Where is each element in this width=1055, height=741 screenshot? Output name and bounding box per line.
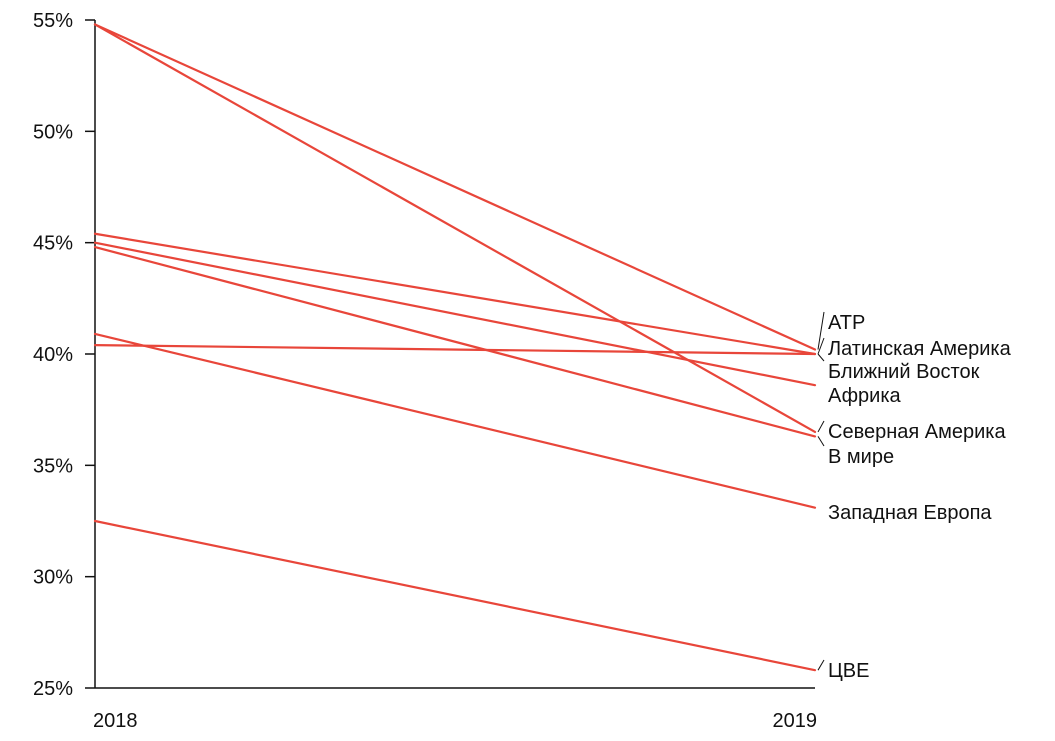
- y-tick-label: 55%: [33, 10, 73, 32]
- series-label: В мире: [828, 446, 894, 468]
- series-line: [93, 519, 817, 672]
- series-label: Латинская Америка: [828, 338, 1012, 360]
- y-tick-label: 40%: [33, 344, 73, 366]
- series-line: [93, 23, 817, 351]
- label-leader-line: [817, 353, 825, 362]
- series-line: [93, 23, 817, 434]
- series-line: [93, 246, 817, 438]
- y-tick-label: 25%: [33, 678, 73, 700]
- y-tick-label: 45%: [33, 233, 73, 255]
- series-line: [93, 241, 817, 387]
- series-label: Западная Европа: [828, 502, 992, 524]
- series-line: [93, 343, 817, 356]
- y-tick-label: 35%: [33, 455, 73, 477]
- series-label: ЦВЕ: [828, 660, 869, 682]
- series-line: [93, 332, 817, 509]
- label-leaders: [817, 311, 825, 671]
- label-leader-line: [817, 337, 825, 355]
- series-label: АТР: [828, 312, 865, 334]
- y-tick-label: 30%: [33, 567, 73, 589]
- series-label: Северная Америка: [828, 421, 1006, 443]
- series-line: [93, 232, 817, 356]
- series-lines: [93, 23, 817, 672]
- label-leader-line: [817, 311, 825, 350]
- y-tick-label: 50%: [33, 121, 73, 143]
- x-tick-label: 2018: [93, 710, 138, 732]
- series-label: Ближний Восток: [828, 361, 980, 383]
- label-leader-line: [817, 420, 825, 433]
- label-leader-line: [817, 436, 825, 447]
- label-leader-line: [817, 659, 825, 671]
- x-tick-label: 2019: [773, 710, 818, 732]
- axes: 55% 50% 45% 40% 35% 30% 25% 2018 2019: [33, 10, 817, 732]
- series-label: Африка: [828, 385, 902, 407]
